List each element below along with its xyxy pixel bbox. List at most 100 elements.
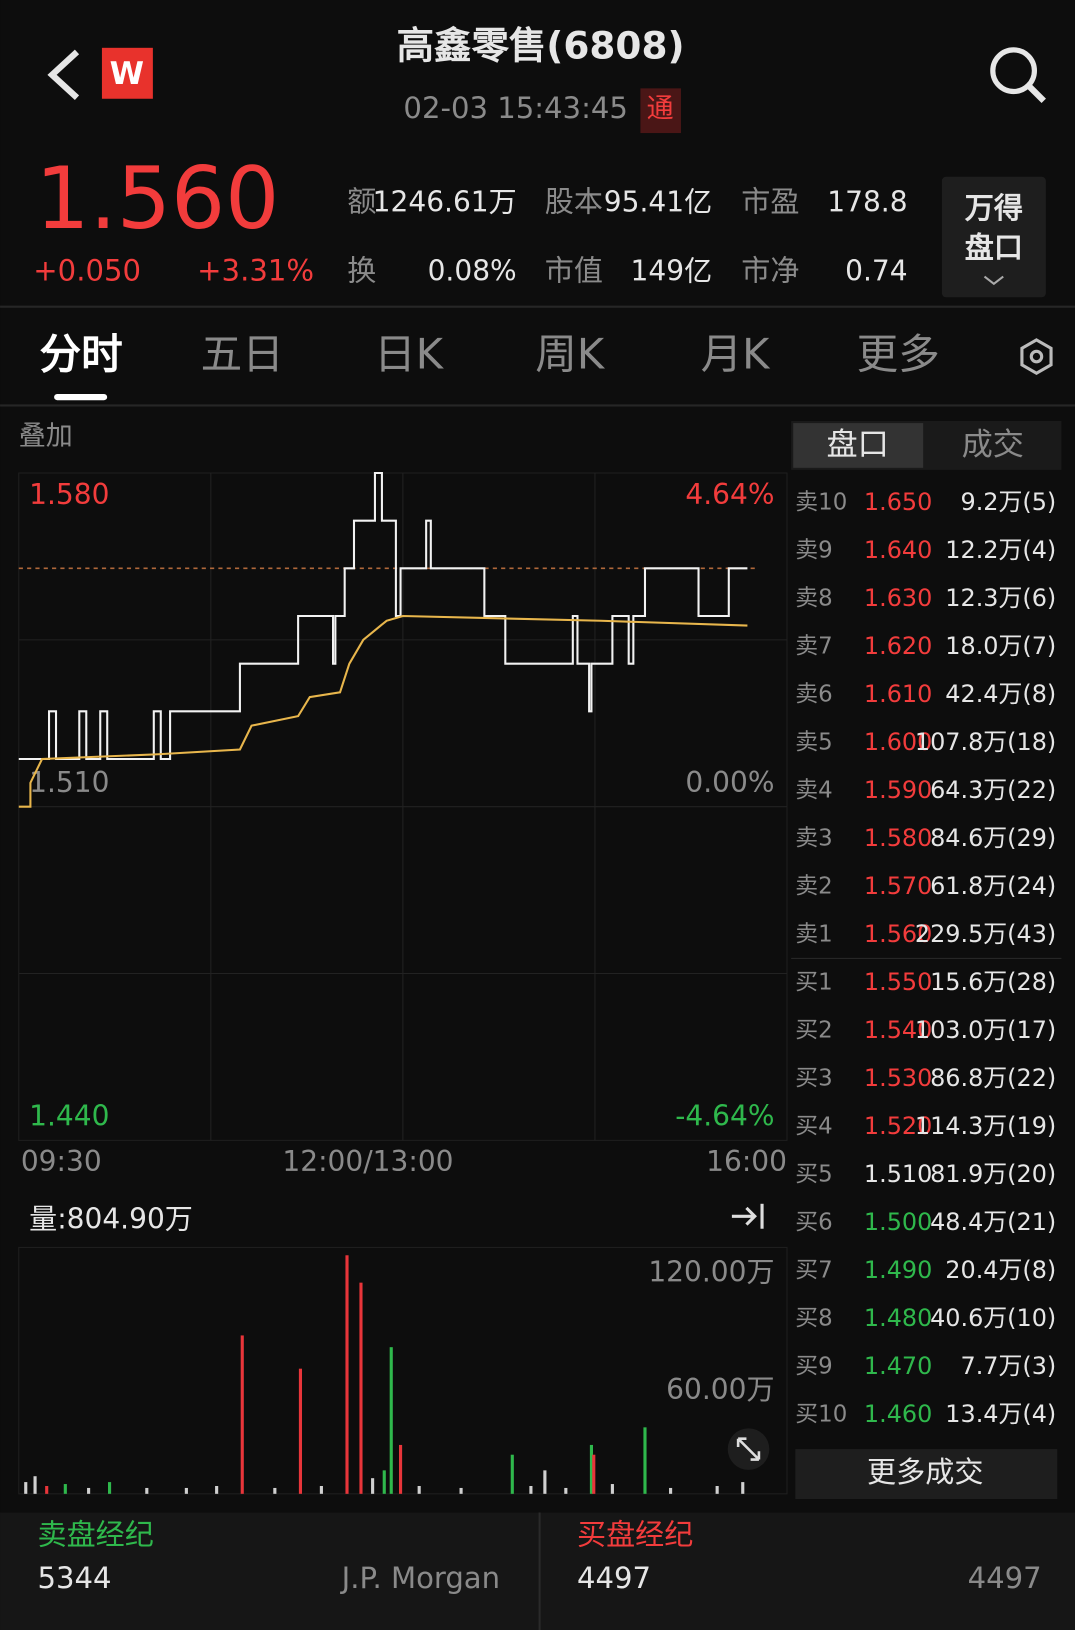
volume-bar [184,1487,188,1494]
last-price: 1.560 [35,150,279,249]
price-change: +0.050 [33,253,141,287]
volume-bar [371,1478,375,1494]
logo [101,47,153,99]
book-qty: 12.2万(4) [945,536,1056,564]
wind-button[interactable] [941,176,1046,298]
stat-label: 市净 [741,253,799,287]
y-tick-label: 60.00万 [666,1373,774,1406]
book-label: 卖10 [795,490,847,516]
logo-text: W [110,56,144,92]
stat-label: 市盈 [741,185,799,219]
book-price: 1.640 [864,536,932,564]
book-qty: 18.0万(7) [945,632,1056,660]
tab[interactable]: 分时 [40,330,123,379]
tab[interactable]: 周K [535,330,606,379]
volume-bar [459,1487,463,1494]
volume-frame [18,1246,788,1495]
book-qty: 42.4万(8) [945,680,1056,708]
overlay-button[interactable]: 叠加 [19,421,73,452]
tab[interactable]: 五日 [201,330,284,379]
back-button[interactable] [47,49,80,101]
book-price: 1.460 [864,1400,932,1428]
x-tick-label: 12:00/13:00 [282,1145,453,1178]
stat-value: 0.74 [845,254,907,287]
volume-bar [592,1454,596,1494]
book-price: 1.600 [864,728,932,756]
book-price: 1.590 [864,776,932,804]
book-qty: 40.6万(10) [930,1304,1056,1332]
volume-bar [589,1444,594,1494]
book-tab[interactable]: 成交 [962,427,1024,463]
book-label: 卖7 [795,634,832,660]
volume-bar [359,1282,363,1494]
price-line [18,471,748,761]
book-price: 1.510 [864,1160,932,1188]
book-price: 1.610 [864,680,932,708]
book-qty: 81.9万(20) [930,1160,1056,1188]
broker-panel [0,1512,1075,1630]
book-label: 卖5 [795,730,832,756]
book-label: 买4 [795,1113,832,1139]
price-line [18,614,748,808]
y-tick-label: 1.510 [29,766,109,799]
badge [640,88,681,134]
tab[interactable]: 月K [701,330,772,379]
settings-button[interactable] [1020,338,1053,375]
y2-tick-label: 4.64% [685,478,774,511]
book-price: 1.520 [864,1112,932,1140]
volume-bar [610,1484,614,1494]
volume-bar [741,1482,745,1494]
buy-broker-name: 4497 [968,1561,1042,1595]
collapse-icon[interactable] [731,1203,764,1229]
volume-bar [715,1485,719,1494]
volume-bar [107,1482,112,1494]
stat-value: 95.41亿 [604,186,712,219]
book-label: 买1 [795,969,832,995]
book-qty: 114.3万(19) [915,1112,1056,1140]
volume-bar [543,1470,547,1494]
volume-bar [240,1335,244,1494]
volume-bar [417,1485,421,1494]
book-label: 买8 [795,1305,832,1331]
book-price: 1.630 [864,584,932,612]
book-label: 卖2 [795,874,832,900]
stat-value: 149亿 [631,254,713,287]
book-tab[interactable]: 盘口 [827,427,889,463]
volume-bar [345,1255,349,1494]
tab[interactable]: 更多 [857,330,940,379]
volume-bar [510,1454,514,1494]
book-price: 1.580 [864,824,932,852]
search-button[interactable] [990,47,1046,104]
volume-bar [319,1485,323,1494]
tab[interactable]: 日K [374,330,445,379]
sell-broker-name: J.P. Morgan [340,1561,500,1595]
more-trades-button[interactable] [795,1449,1058,1500]
volume-bar [564,1487,568,1494]
expand-icon[interactable] [727,1428,770,1470]
book-price: 1.560 [864,920,932,948]
book-price: 1.650 [864,488,932,516]
chevron [983,275,1004,286]
y-tick-label: 1.580 [29,478,109,511]
volume-bar [45,1485,49,1494]
book-price: 1.470 [864,1352,932,1380]
volume-bar [529,1485,533,1494]
book-qty: 9.2万(5) [960,488,1056,516]
y-tick-label: 120.00万 [648,1256,774,1289]
volume-bar [398,1444,403,1494]
book-label: 卖1 [795,922,832,948]
y2-tick-label: 0.00% [685,766,774,799]
stat-value: 178.8 [827,186,907,219]
sell-broker-id: 5344 [37,1561,111,1595]
volume-bar [643,1427,647,1494]
book-qty: 20.4万(8) [945,1256,1056,1284]
book-qty: 103.0万(17) [915,1016,1056,1044]
book-label: 买10 [795,1401,847,1427]
book-label: 买6 [795,1209,832,1235]
timestamp: 02-03 15:43:45 [403,91,627,125]
book-label: 买7 [795,1257,832,1283]
stat-value: 1246.61万 [373,186,517,219]
volume-bar [273,1487,277,1494]
